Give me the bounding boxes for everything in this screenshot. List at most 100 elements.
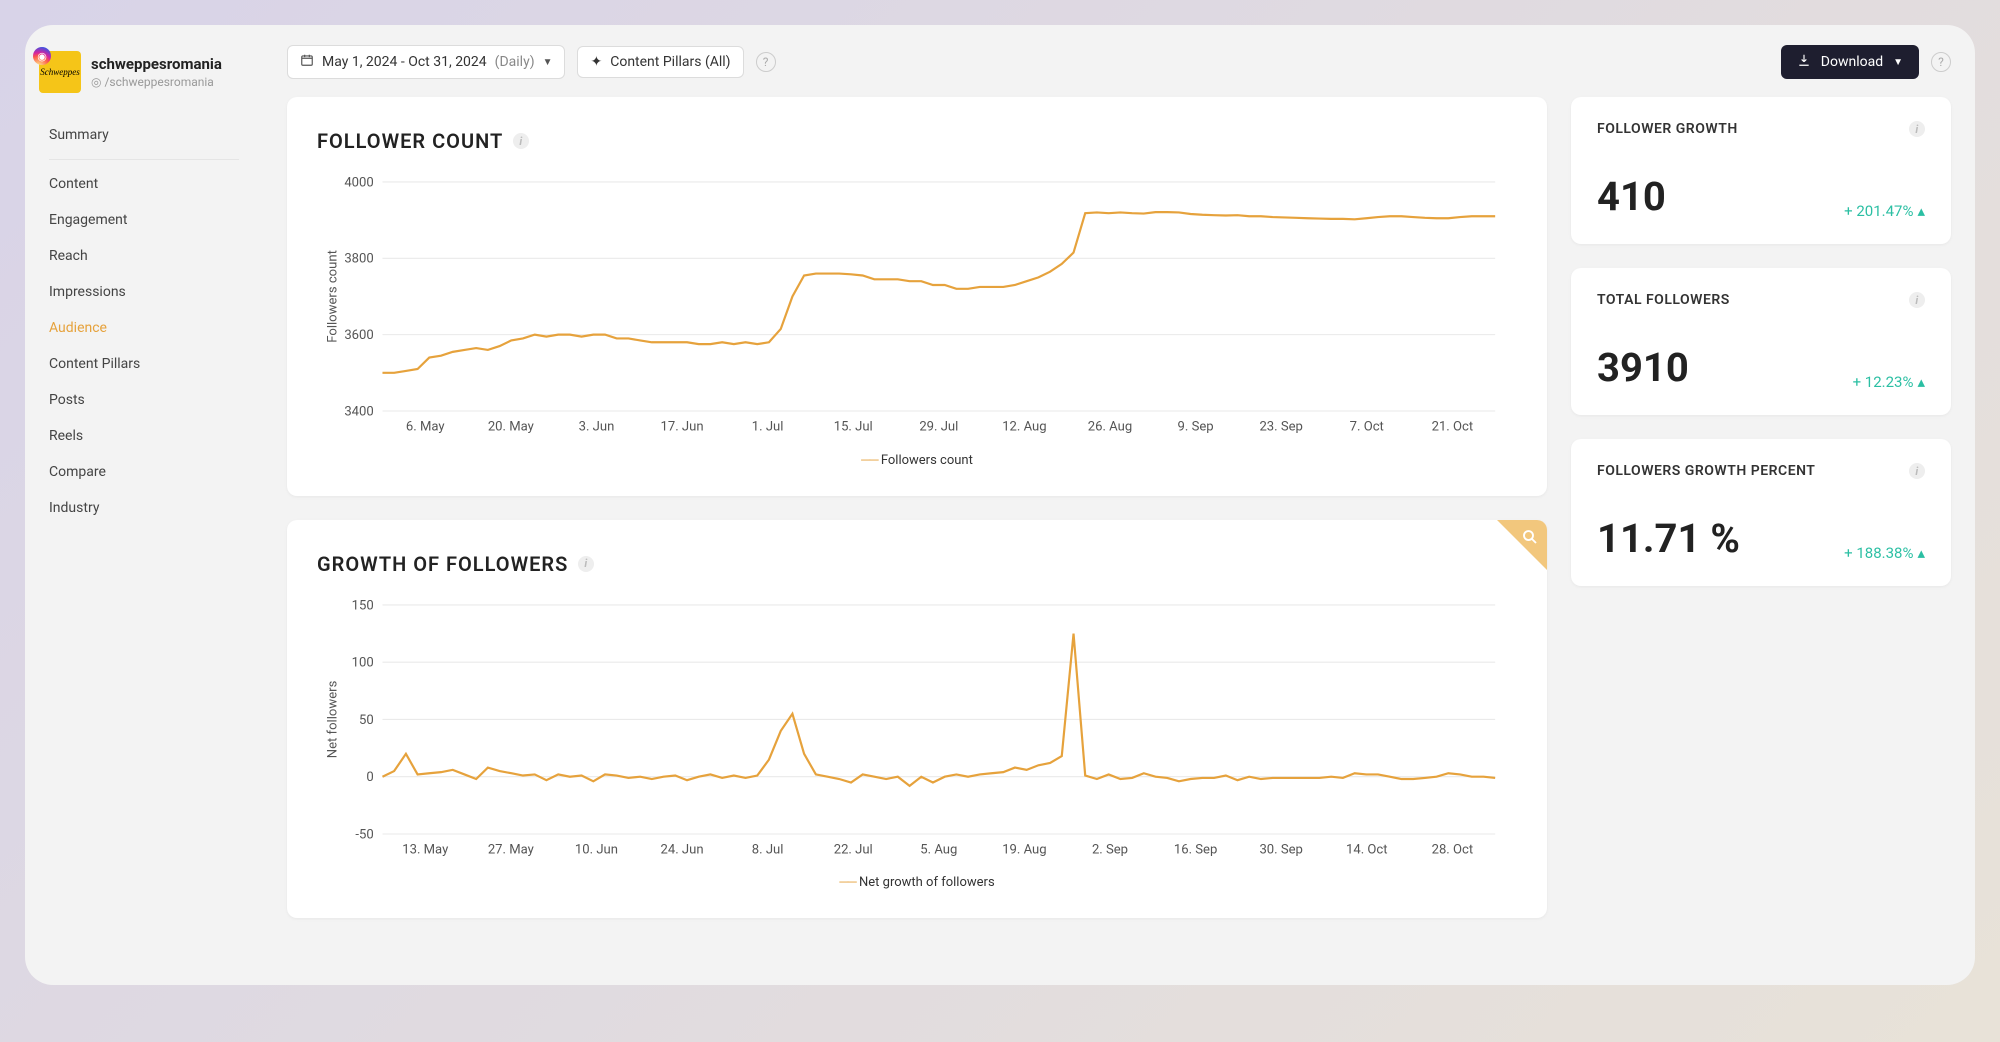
topbar: May 1, 2024 - Oct 31, 2024 (Daily) ▼ ✦ C… [287, 45, 1951, 79]
sidebar-nav: Summary ContentEngagementReachImpressions… [25, 107, 263, 536]
svg-text:2. Sep: 2. Sep [1092, 842, 1128, 857]
svg-text:20. May: 20. May [488, 420, 535, 435]
sidebar-item-engagement[interactable]: Engagement [25, 202, 263, 238]
app-shell: ◉ Schweppes schweppesromania ◎ /schweppe… [25, 25, 1975, 985]
sidebar-item-content[interactable]: Content [25, 166, 263, 202]
stat-delta: + 12.23% ▴ [1853, 373, 1925, 391]
svg-text:22. Jul: 22. Jul [834, 842, 873, 857]
sparkle-icon: ✦ [590, 54, 602, 70]
svg-text:28. Oct: 28. Oct [1432, 842, 1474, 857]
stat-card: FOLLOWER GROWTHi410+ 201.47% ▴ [1571, 97, 1951, 244]
info-icon[interactable]: i [1909, 463, 1925, 479]
calendar-icon [300, 53, 314, 71]
svg-text:3. Jun: 3. Jun [579, 420, 615, 435]
sidebar-item-compare[interactable]: Compare [25, 454, 263, 490]
sidebar-item-posts[interactable]: Posts [25, 382, 263, 418]
profile-block[interactable]: ◉ Schweppes schweppesromania ◎ /schweppe… [25, 43, 263, 107]
sidebar-item-impressions[interactable]: Impressions [25, 274, 263, 310]
svg-text:13. May: 13. May [402, 842, 449, 857]
info-icon[interactable]: i [513, 133, 529, 149]
svg-text:1. Jul: 1. Jul [752, 420, 784, 435]
svg-text:21. Oct: 21. Oct [1432, 420, 1474, 435]
charts-column: FOLLOWER COUNT i 34003600380040006. May2… [287, 97, 1547, 965]
svg-text:15. Jul: 15. Jul [834, 420, 873, 435]
svg-text:26. Aug: 26. Aug [1088, 420, 1132, 435]
profile-text: schweppesromania ◎ /schweppesromania [91, 55, 222, 89]
stat-card: TOTAL FOLLOWERSi 3910 + 12.23% ▴ [1571, 268, 1951, 415]
date-range-label: May 1, 2024 - Oct 31, 2024 [322, 54, 487, 70]
growth-chart: -5005010015013. May27. May10. Jun24. Jun… [317, 594, 1517, 867]
help-icon[interactable]: ? [756, 52, 776, 72]
sidebar-item-content-pillars[interactable]: Content Pillars [25, 346, 263, 382]
svg-text:9. Sep: 9. Sep [1178, 420, 1214, 435]
sidebar-item-industry[interactable]: Industry [25, 490, 263, 526]
info-icon[interactable]: i [1909, 121, 1925, 137]
stat-title: TOTAL FOLLOWERSi [1597, 292, 1925, 308]
help-icon[interactable]: ? [1931, 52, 1951, 72]
frequency-label: (Daily) [495, 54, 535, 70]
svg-text:3400: 3400 [344, 404, 373, 419]
profile-handle: ◎ /schweppesromania [91, 75, 222, 89]
chevron-down-icon: ▼ [543, 57, 553, 68]
svg-text:23. Sep: 23. Sep [1259, 420, 1302, 435]
svg-text:29. Jul: 29. Jul [919, 420, 958, 435]
follower-count-card: FOLLOWER COUNT i 34003600380040006. May2… [287, 97, 1547, 496]
nav-separator [49, 159, 239, 160]
card-title: FOLLOWER COUNT i [317, 129, 1517, 153]
stat-title: FOLLOWERS GROWTH PERCENTi [1597, 463, 1925, 479]
stat-card: FOLLOWERS GROWTH PERCENTi11.71 %+ 188.38… [1571, 439, 1951, 586]
svg-text:27. May: 27. May [488, 842, 535, 857]
chart-legend: ── Followers count [317, 452, 1517, 468]
svg-text:24. Jun: 24. Jun [661, 842, 704, 857]
zoom-corner-badge[interactable] [1497, 520, 1547, 570]
info-icon[interactable]: i [1909, 292, 1925, 308]
download-icon [1797, 53, 1811, 71]
svg-text:100: 100 [352, 655, 374, 670]
growth-card: GROWTH OF FOLLOWERS i -5005010015013. Ma… [287, 520, 1547, 919]
svg-text:Followers count: Followers count [326, 250, 341, 343]
date-range-picker[interactable]: May 1, 2024 - Oct 31, 2024 (Daily) ▼ [287, 45, 565, 79]
chart-legend: ── Net growth of followers [317, 874, 1517, 890]
svg-text:-50: -50 [355, 827, 373, 842]
arrow-up-icon: ▴ [1917, 202, 1925, 220]
svg-text:16. Sep: 16. Sep [1174, 842, 1217, 857]
stat-value: 410 [1597, 173, 1666, 220]
arrow-up-icon: ▴ [1917, 373, 1925, 391]
svg-text:6. May: 6. May [406, 420, 445, 435]
download-label: Download [1821, 54, 1883, 70]
svg-text:8. Jul: 8. Jul [752, 842, 784, 857]
svg-text:Net followers: Net followers [326, 680, 341, 758]
svg-text:10. Jun: 10. Jun [575, 842, 618, 857]
chart-area: -5005010015013. May27. May10. Jun24. Jun… [317, 594, 1517, 867]
svg-text:14. Oct: 14. Oct [1346, 842, 1388, 857]
stat-value: 3910 [1597, 344, 1689, 391]
svg-text:17. Jun: 17. Jun [661, 420, 704, 435]
legend-swatch-icon: ── [861, 453, 877, 468]
svg-text:3600: 3600 [344, 328, 373, 343]
chevron-down-icon: ▼ [1893, 57, 1903, 68]
svg-text:19. Aug: 19. Aug [1002, 842, 1046, 857]
info-icon[interactable]: i [578, 556, 594, 572]
sidebar-item-audience[interactable]: Audience [25, 310, 263, 346]
download-button[interactable]: Download ▼ [1781, 45, 1919, 79]
arrow-up-icon: ▴ [1917, 544, 1925, 562]
sidebar: ◉ Schweppes schweppesromania ◎ /schweppe… [25, 25, 263, 985]
stat-delta: + 201.47% ▴ [1844, 202, 1925, 220]
svg-text:5. Aug: 5. Aug [920, 842, 957, 857]
svg-text:3800: 3800 [344, 252, 373, 267]
main: May 1, 2024 - Oct 31, 2024 (Daily) ▼ ✦ C… [263, 25, 1975, 985]
legend-swatch-icon: ── [839, 875, 855, 890]
svg-text:0: 0 [366, 770, 373, 785]
sidebar-item-reach[interactable]: Reach [25, 238, 263, 274]
svg-text:50: 50 [359, 713, 374, 728]
card-title: GROWTH OF FOLLOWERS i [317, 552, 1517, 576]
sidebar-item-summary[interactable]: Summary [25, 117, 263, 153]
pillars-label: Content Pillars (All) [610, 54, 730, 70]
stats-column: FOLLOWER GROWTHi410+ 201.47% ▴TOTAL FOLL… [1571, 97, 1951, 965]
svg-text:30. Sep: 30. Sep [1259, 842, 1302, 857]
content-pillars-filter[interactable]: ✦ Content Pillars (All) [577, 46, 743, 78]
profile-name: schweppesromania [91, 55, 222, 73]
sidebar-item-reels[interactable]: Reels [25, 418, 263, 454]
content-row: FOLLOWER COUNT i 34003600380040006. May2… [287, 97, 1951, 965]
stat-value: 11.71 % [1597, 515, 1740, 562]
